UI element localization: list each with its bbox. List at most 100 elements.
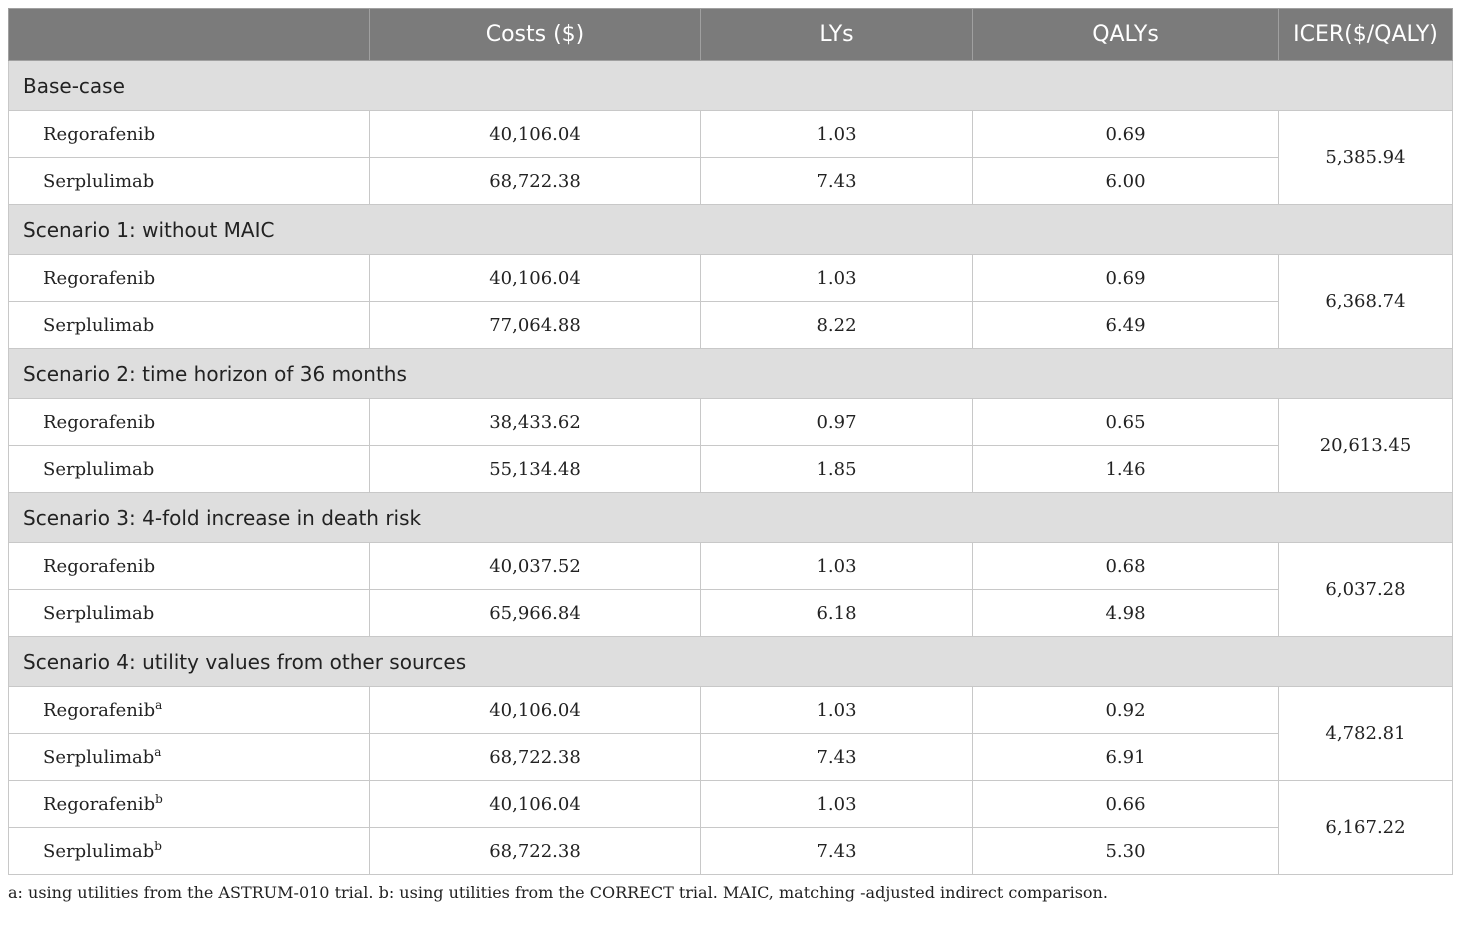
lys-cell: 1.03 [700, 542, 973, 590]
table-row: Regorafenib 40,106.04 1.03 0.69 5,385.94 [8, 110, 1453, 205]
footnote-marker: b [154, 838, 162, 853]
section-title: Scenario 3: 4-fold increase in death ris… [8, 492, 1453, 543]
icer-cell: 6,037.28 [1278, 542, 1453, 637]
drug-name: Regorafenib [43, 123, 156, 145]
qalys-cell: 1.46 [972, 445, 1279, 493]
costs-cell: 68,722.38 [369, 157, 701, 205]
section-header-row: Scenario 3: 4-fold increase in death ris… [8, 492, 1453, 543]
lys-cell: 1.03 [700, 686, 973, 734]
lys-cell: 1.03 [700, 254, 973, 302]
table-row: Serplulimab 68,722.38 7.43 6.00 [8, 157, 1453, 205]
icer-cell: 5,385.94 [1278, 110, 1453, 205]
lys-cell: 1.03 [700, 780, 973, 828]
qalys-cell: 0.92 [972, 686, 1279, 734]
costs-cell: 38,433.62 [369, 398, 701, 446]
drug-name-cell: Serplulimab [8, 301, 370, 349]
drug-name: Serplulimab [43, 170, 155, 192]
qalys-cell: 0.68 [972, 542, 1279, 590]
drug-name: Serplulimab [43, 746, 155, 768]
drug-name-cell: Serplulimaba [8, 733, 370, 781]
drug-name: Regorafenib [43, 411, 156, 433]
scenario-analysis-table: Costs ($) LYs QALYs ICER($/QALY) Base-ca… [8, 8, 1453, 875]
lys-cell: 7.43 [700, 157, 973, 205]
costs-cell: 40,037.52 [369, 542, 701, 590]
drug-name-cell: Regorafenibb [8, 780, 370, 828]
costs-cell: 65,966.84 [369, 589, 701, 637]
header-row: Costs ($) LYs QALYs ICER($/QALY) [8, 8, 1453, 61]
header-icer: ICER($/QALY) [1278, 8, 1453, 61]
costs-cell: 68,722.38 [369, 827, 701, 875]
section-header-row: Scenario 2: time horizon of 36 months [8, 348, 1453, 399]
results-table-container: Costs ($) LYs QALYs ICER($/QALY) Base-ca… [8, 8, 1453, 902]
drug-name: Serplulimab [43, 314, 155, 336]
footnote-marker: b [155, 791, 163, 806]
drug-name: Regorafenib [43, 793, 156, 815]
drug-name-cell: Serplulimab [8, 445, 370, 493]
lys-cell: 0.97 [700, 398, 973, 446]
drug-name-cell: Regorafeniba [8, 686, 370, 734]
table-row: Regorafenib 38,433.62 0.97 0.65 20,613.45 [8, 398, 1453, 493]
drug-name: Serplulimab [43, 458, 155, 480]
qalys-cell: 0.69 [972, 254, 1279, 302]
lys-cell: 1.85 [700, 445, 973, 493]
qalys-cell: 0.66 [972, 780, 1279, 828]
header-lys: LYs [700, 8, 973, 61]
section-header-row: Scenario 4: utility values from other so… [8, 636, 1453, 687]
table-header: Costs ($) LYs QALYs ICER($/QALY) [8, 8, 1453, 61]
icer-cell: 6,368.74 [1278, 254, 1453, 349]
section-title: Scenario 4: utility values from other so… [8, 636, 1453, 687]
drug-name-cell: Regorafenib [8, 110, 370, 158]
table-body: Base-case Regorafenib 40,106.04 1.03 0.69 5,3… [8, 60, 1453, 875]
drug-name-cell: Regorafenib [8, 254, 370, 302]
costs-cell: 40,106.04 [369, 686, 701, 734]
footnote-marker: a [155, 697, 163, 712]
drug-name: Serplulimab [43, 602, 155, 624]
qalys-cell: 0.65 [972, 398, 1279, 446]
qalys-cell: 4.98 [972, 589, 1279, 637]
section-header-row: Scenario 1: without MAIC [8, 204, 1453, 255]
table-row: Regorafenib 40,106.04 1.03 0.69 6,368.74 [8, 254, 1453, 349]
table-row: Serplulimabb 68,722.38 7.43 5.30 [8, 827, 1453, 875]
drug-name-cell: Serplulimab [8, 157, 370, 205]
table-row: Serplulimab 65,966.84 6.18 4.98 [8, 589, 1453, 637]
icer-cell: 20,613.45 [1278, 398, 1453, 493]
costs-cell: 40,106.04 [369, 254, 701, 302]
section-title: Scenario 2: time horizon of 36 months [8, 348, 1453, 399]
qalys-cell: 6.00 [972, 157, 1279, 205]
costs-cell: 68,722.38 [369, 733, 701, 781]
costs-cell: 40,106.04 [369, 110, 701, 158]
table-row: Serplulimab 77,064.88 8.22 6.49 [8, 301, 1453, 349]
lys-cell: 6.18 [700, 589, 973, 637]
lys-cell: 7.43 [700, 733, 973, 781]
section-title: Scenario 1: without MAIC [8, 204, 1453, 255]
header-blank [8, 8, 370, 61]
table-footnote: a: using utilities from the ASTRUM-010 t… [8, 883, 1108, 902]
table-row: Serplulimaba 68,722.38 7.43 6.91 [8, 733, 1453, 781]
qalys-cell: 0.69 [972, 110, 1279, 158]
drug-name-cell: Regorafenib [8, 542, 370, 590]
drug-name: Regorafenib [43, 699, 156, 721]
qalys-cell: 5.30 [972, 827, 1279, 875]
table-row: Regorafenibb 40,106.04 1.03 0.66 6,167.22 [8, 780, 1453, 875]
section-header-row: Base-case [8, 60, 1453, 111]
qalys-cell: 6.49 [972, 301, 1279, 349]
drug-name-cell: Serplulimab [8, 589, 370, 637]
header-qalys: QALYs [972, 8, 1279, 61]
drug-name: Regorafenib [43, 555, 156, 577]
costs-cell: 40,106.04 [369, 780, 701, 828]
drug-name: Serplulimab [43, 840, 155, 862]
lys-cell: 8.22 [700, 301, 973, 349]
icer-cell: 6,167.22 [1278, 780, 1453, 875]
table-row: Regorafeniba 40,106.04 1.03 0.92 4,782.81 [8, 686, 1453, 781]
costs-cell: 77,064.88 [369, 301, 701, 349]
table-row: Regorafenib 40,037.52 1.03 0.68 6,037.28 [8, 542, 1453, 637]
costs-cell: 55,134.48 [369, 445, 701, 493]
qalys-cell: 6.91 [972, 733, 1279, 781]
header-costs: Costs ($) [369, 8, 701, 61]
footnote-marker: a [154, 744, 162, 759]
lys-cell: 1.03 [700, 110, 973, 158]
drug-name-cell: Serplulimabb [8, 827, 370, 875]
icer-cell: 4,782.81 [1278, 686, 1453, 781]
drug-name: Regorafenib [43, 267, 156, 289]
section-title: Base-case [8, 60, 1453, 111]
